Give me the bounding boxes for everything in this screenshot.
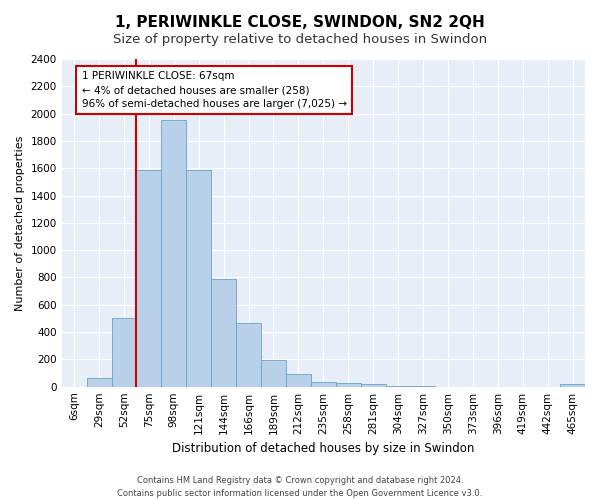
- Bar: [186, 170, 211, 386]
- Bar: [336, 382, 361, 386]
- Bar: [261, 360, 286, 386]
- Y-axis label: Number of detached properties: Number of detached properties: [15, 135, 25, 310]
- Bar: [86, 378, 112, 386]
- Text: Contains HM Land Registry data © Crown copyright and database right 2024.
Contai: Contains HM Land Registry data © Crown c…: [118, 476, 482, 498]
- Bar: [161, 120, 186, 386]
- Bar: [560, 384, 585, 386]
- Bar: [112, 318, 136, 386]
- Text: 1 PERIWINKLE CLOSE: 67sqm
← 4% of detached houses are smaller (258)
96% of semi-: 1 PERIWINKLE CLOSE: 67sqm ← 4% of detach…: [82, 72, 347, 110]
- Bar: [236, 322, 261, 386]
- Bar: [361, 384, 386, 386]
- Text: Size of property relative to detached houses in Swindon: Size of property relative to detached ho…: [113, 32, 487, 46]
- Text: 1, PERIWINKLE CLOSE, SWINDON, SN2 2QH: 1, PERIWINKLE CLOSE, SWINDON, SN2 2QH: [115, 15, 485, 30]
- Bar: [136, 170, 161, 386]
- X-axis label: Distribution of detached houses by size in Swindon: Distribution of detached houses by size …: [172, 442, 475, 455]
- Bar: [286, 374, 311, 386]
- Bar: [311, 382, 336, 386]
- Bar: [211, 279, 236, 386]
